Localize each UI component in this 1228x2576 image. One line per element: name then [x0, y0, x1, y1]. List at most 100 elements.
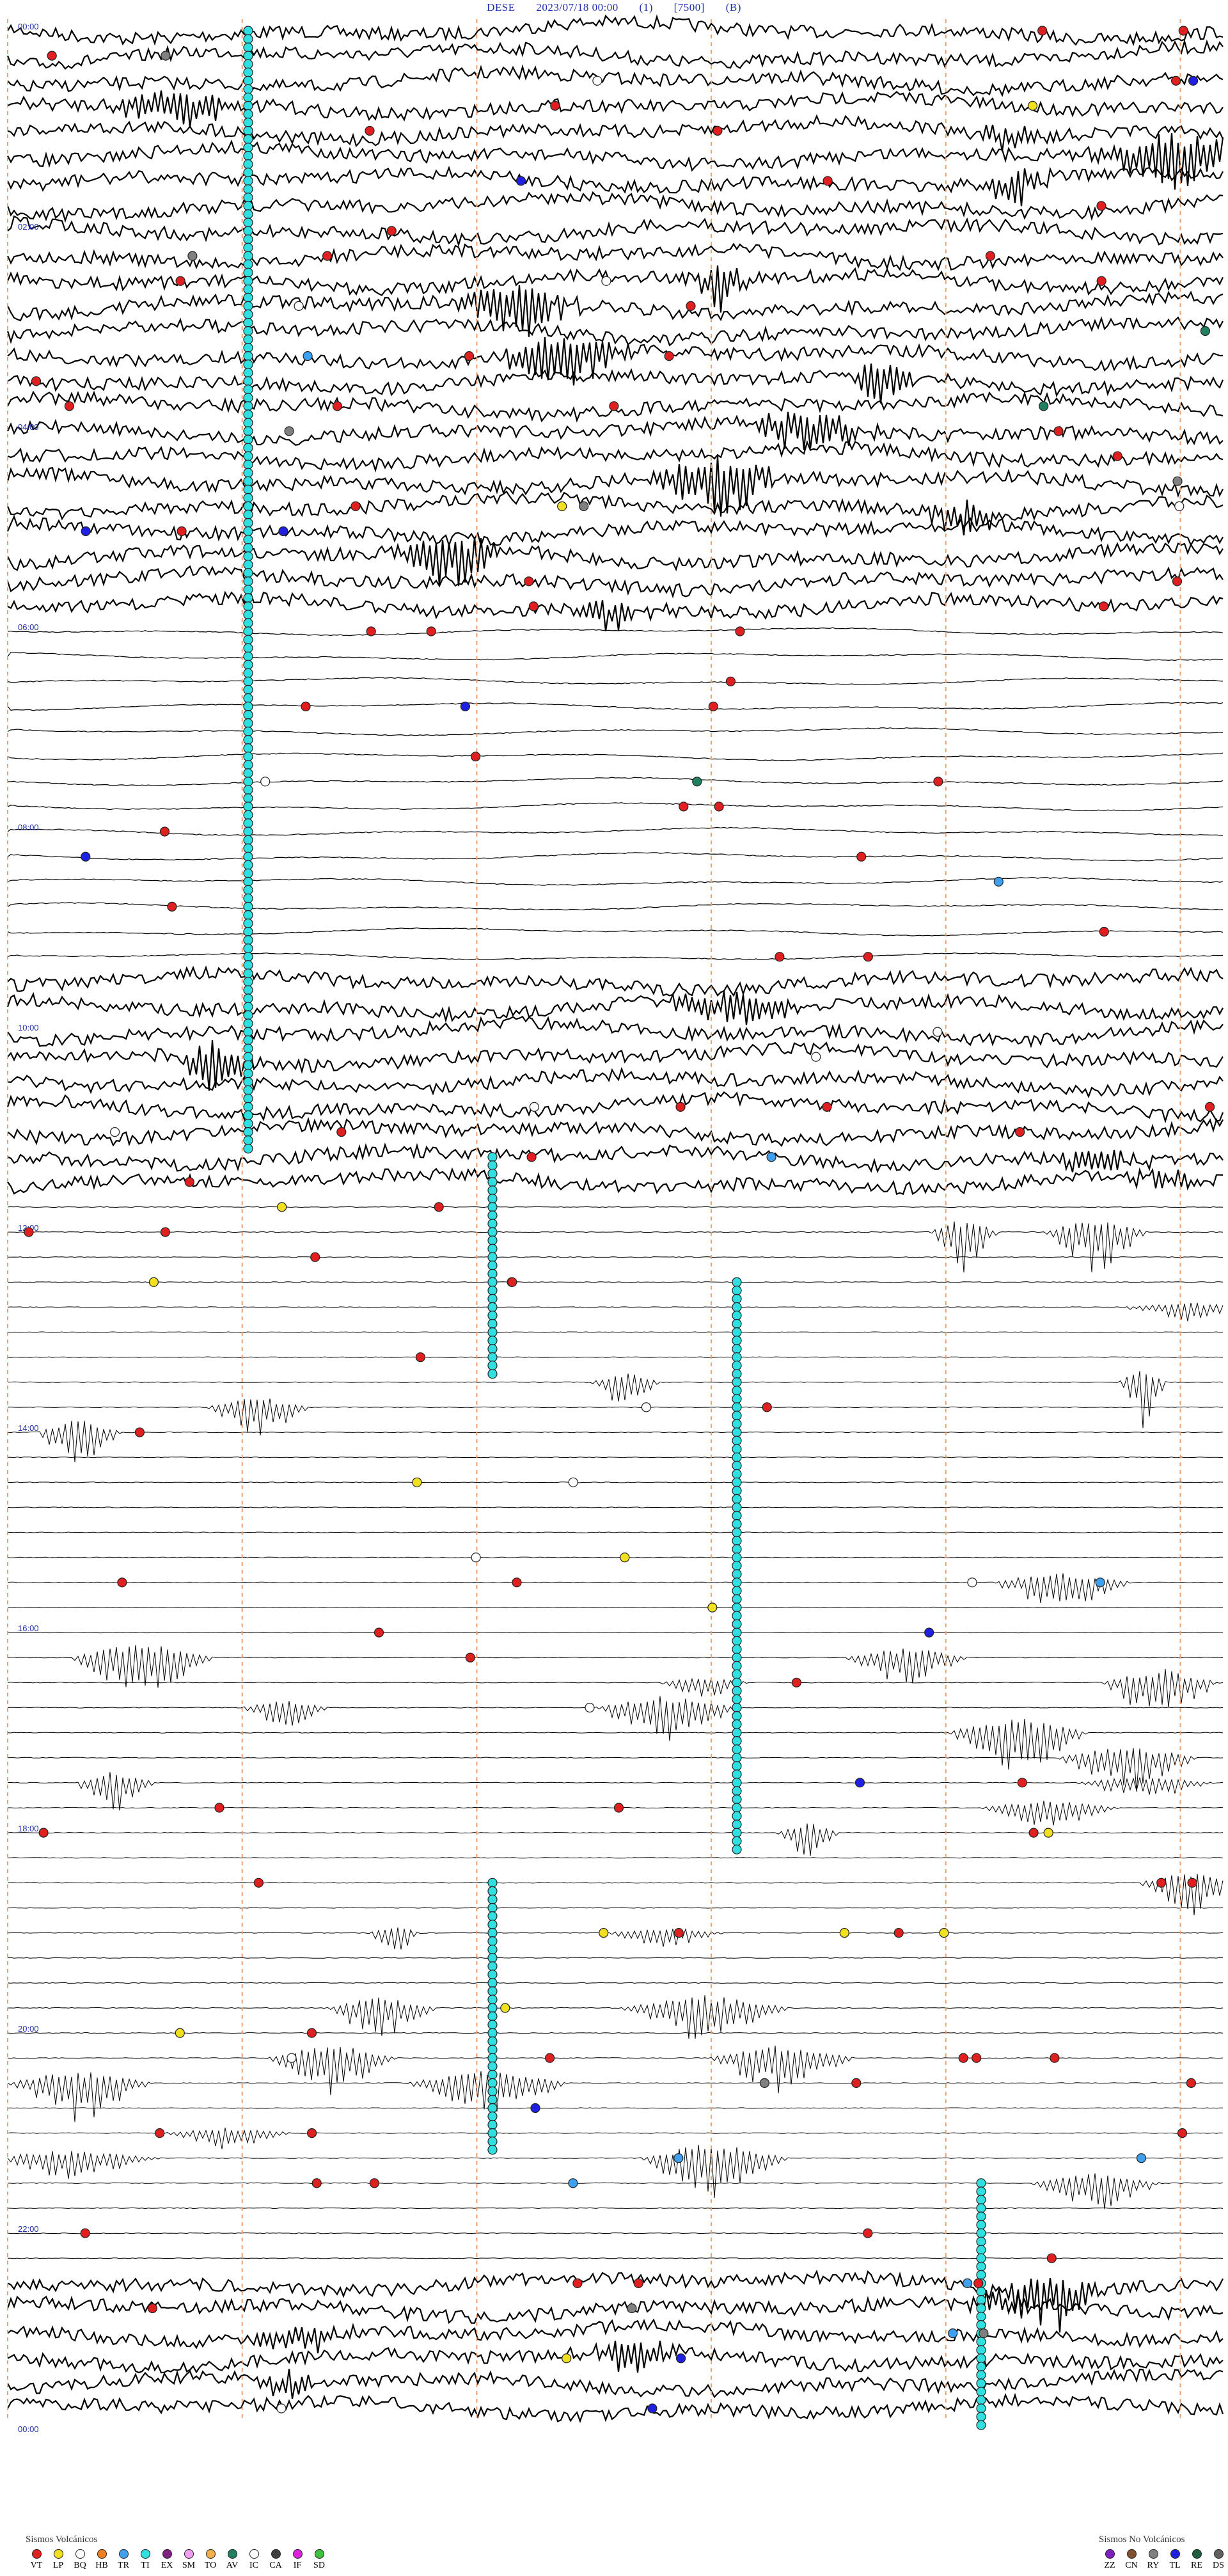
trace-line [7, 1957, 1224, 1959]
event-marker [732, 1336, 742, 1346]
event-marker [948, 2328, 958, 2339]
event-marker [732, 1553, 742, 1563]
event-marker [732, 1460, 742, 1471]
trace-line [6, 265, 1224, 313]
event-marker [243, 376, 253, 386]
legend-dot [1213, 2549, 1224, 2559]
event-marker [243, 893, 253, 904]
trace-line [7, 1457, 1224, 1458]
event-marker [487, 2003, 498, 2013]
trace-line [7, 965, 1224, 997]
trace-line [7, 14, 1224, 47]
legend-item-ic: IC [243, 2549, 265, 2571]
event-marker [243, 501, 253, 512]
event-marker [243, 1126, 253, 1137]
event-marker [732, 1377, 742, 1387]
event-marker [243, 701, 253, 712]
trace-line [7, 215, 1224, 248]
event-marker [732, 1844, 742, 1854]
legend-item-sd: SD [308, 2549, 330, 2571]
event-marker [243, 977, 253, 987]
event-marker [184, 1177, 194, 1187]
legend-item-vt: VT [26, 2549, 47, 2571]
event-marker [243, 117, 253, 128]
event-marker [243, 743, 253, 754]
trace-line [8, 1221, 1224, 1273]
event-marker [81, 851, 91, 862]
event-marker [620, 1553, 630, 1563]
event-marker [243, 193, 253, 203]
event-marker [562, 2353, 572, 2364]
time-label: 18:00 [18, 1824, 39, 1833]
event-marker [243, 1018, 253, 1029]
legend-dot [1105, 2549, 1115, 2559]
event-marker [976, 2378, 986, 2389]
time-label: 00:00 [18, 22, 39, 31]
event-marker [366, 626, 376, 636]
event-marker [276, 2403, 287, 2414]
trace-line [7, 1281, 1224, 1283]
event-marker [732, 1744, 742, 1755]
event-marker [732, 1702, 742, 1713]
event-marker [524, 576, 534, 587]
event-marker [732, 1619, 742, 1629]
legend-dot [314, 2549, 324, 2559]
event-marker [1174, 501, 1185, 512]
event-marker [243, 542, 253, 553]
event-marker [243, 693, 253, 704]
legend-item-zz: ZZ [1099, 2549, 1121, 2571]
event-marker [851, 2078, 862, 2088]
event-marker [732, 1410, 742, 1421]
time-label: 02:00 [18, 222, 39, 232]
event-marker [243, 1093, 253, 1104]
event-marker [243, 835, 253, 845]
event-marker [732, 1794, 742, 1805]
event-marker [568, 2178, 578, 2188]
event-marker [732, 1352, 742, 1363]
event-marker [732, 1711, 742, 1721]
event-marker [500, 2003, 510, 2013]
event-marker [976, 2295, 986, 2305]
event-marker [732, 1686, 742, 1696]
event-marker [985, 251, 996, 261]
event-marker [243, 785, 253, 795]
event-marker [976, 2186, 986, 2197]
event-marker [243, 1060, 253, 1070]
event-marker [243, 418, 253, 428]
event-marker [243, 484, 253, 494]
event-marker [924, 1627, 934, 1638]
event-marker [470, 752, 481, 762]
event-marker [243, 1010, 253, 1020]
legend-dot [1126, 2549, 1137, 2559]
event-marker [243, 601, 253, 612]
event-marker [487, 1210, 498, 1221]
event-marker [487, 1961, 498, 1972]
event-marker [707, 1602, 718, 1613]
event-marker [973, 2278, 984, 2288]
event-marker [732, 1819, 742, 1829]
event-marker [243, 526, 253, 537]
event-marker [336, 1126, 347, 1137]
legend-dot [249, 2549, 259, 2559]
event-marker [732, 1519, 742, 1529]
event-marker [544, 2053, 555, 2063]
event-marker [487, 1945, 498, 1955]
trace-line [7, 1167, 1224, 1196]
hour-divider-lines [7, 19, 1181, 2418]
trace-line [6, 1091, 1224, 1124]
legend-dot [1170, 2549, 1180, 2559]
event-marker [487, 2103, 498, 2114]
trace-line [7, 411, 1224, 450]
event-marker [487, 2061, 498, 2071]
event-marker [487, 1268, 498, 1279]
event-marker [732, 1394, 742, 1404]
event-marker [732, 1318, 742, 1329]
trace-line [7, 2341, 1224, 2374]
event-marker [243, 34, 253, 44]
event-marker [732, 1285, 742, 1296]
event-marker [460, 701, 471, 712]
event-marker [243, 643, 253, 653]
event-marker [487, 1877, 498, 1888]
legend-volcanic-title: Sismos Volcánicos [26, 2534, 98, 2545]
